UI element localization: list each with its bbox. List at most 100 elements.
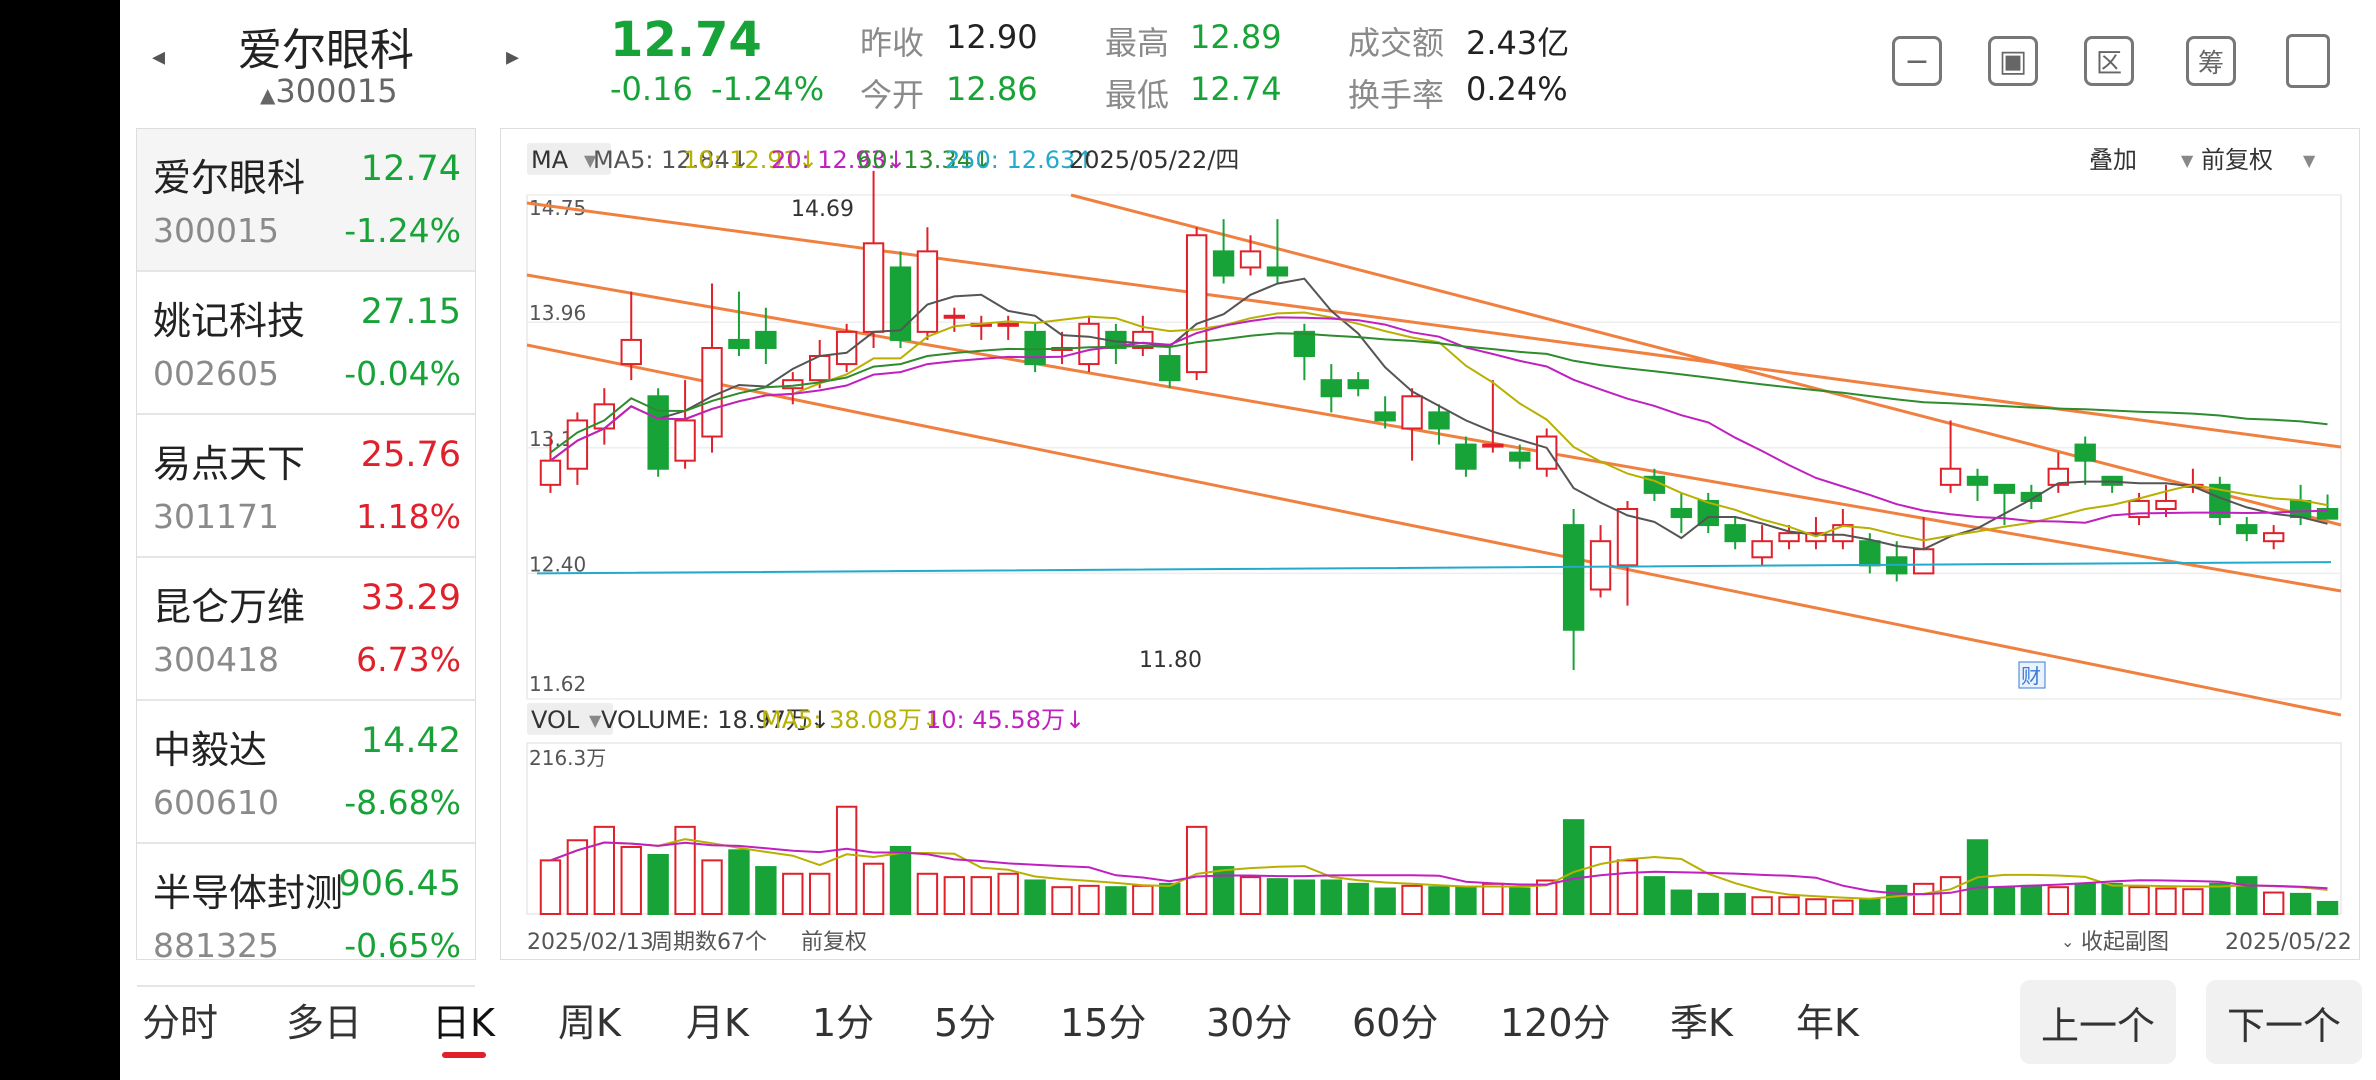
tab-120min[interactable]: 120分 <box>1500 1001 1611 1045</box>
turnover-rate-label: 换手率 <box>1348 76 1445 114</box>
volume-bar <box>1805 898 1827 915</box>
low-label: 最低 <box>1105 76 1170 114</box>
next-button[interactable]: 下一个 <box>2206 980 2362 1064</box>
volume-bar <box>701 859 723 916</box>
volume-bar <box>566 839 589 915</box>
candle-body <box>2047 467 2069 486</box>
candle-body <box>1859 540 1881 567</box>
candle-body <box>1024 330 1046 366</box>
candle-body <box>566 419 589 470</box>
volume-bar <box>1643 876 1666 915</box>
y-tick-label: 13.96 <box>529 301 586 325</box>
candle-body <box>728 338 750 349</box>
low-price-marker: 11.80 <box>1139 648 1202 673</box>
watchlist-item[interactable]: 中毅达 14.42 600610 -8.68% <box>137 701 475 844</box>
volume-bar <box>997 872 1019 915</box>
watchlist-change-pct: 6.73% <box>356 640 461 679</box>
volume-bar <box>1132 884 1154 916</box>
tab-weekly-k[interactable]: 周K <box>558 1001 621 1045</box>
watchlist-item[interactable]: 爱尔眼科 12.74 300015 -1.24% <box>137 129 475 272</box>
vol-ma5-label: MA5: 38.08万↓ <box>761 706 942 734</box>
chevron-down-icon: ▼ <box>589 711 602 730</box>
watchlist-stock-name: 半导体封测 <box>153 871 344 915</box>
volume-bar <box>1212 866 1235 916</box>
watchlist: 爱尔眼科 12.74 300015 -1.24% 姚记科技 27.15 002605 -0.0… <box>136 128 476 987</box>
minus-box-icon[interactable]: − <box>1892 36 1942 86</box>
volume-bar <box>1374 887 1396 916</box>
start-date: 2025/02/13 <box>527 930 654 955</box>
watchlist-item[interactable]: 半导体封测 906.45 881325 -0.65% <box>137 844 475 987</box>
chip-distribution-icon[interactable]: 筹 <box>2186 36 2236 86</box>
volume-bar <box>1159 882 1181 915</box>
watchlist-change-pct: -0.04% <box>344 354 461 393</box>
candle-body <box>1778 532 1800 543</box>
candle-body <box>1212 250 1235 277</box>
tab-intraday[interactable]: 分时 <box>142 1001 219 1045</box>
candle-body <box>1724 524 1746 543</box>
candle-body <box>2020 491 2043 502</box>
turnover-rate-value: 0.24% <box>1466 70 1568 108</box>
volume-bar <box>970 876 992 915</box>
current-price: 12.74 <box>610 12 762 68</box>
tab-multi-day[interactable]: 多日 <box>286 1001 363 1045</box>
volume-bar <box>1024 879 1046 916</box>
picture-icon[interactable]: ▣ <box>1988 36 2038 86</box>
candle-body <box>755 330 777 349</box>
tab-quarterly-k[interactable]: 季K <box>1670 1001 1733 1045</box>
volume-bar <box>916 872 939 915</box>
candle-body <box>1347 379 1369 390</box>
price-change: -0.16 <box>610 70 693 108</box>
watchlist-price: 906.45 <box>338 864 461 904</box>
ma60-line <box>549 332 2328 454</box>
y-tick-label: 11.62 <box>529 672 586 696</box>
candle-body <box>1320 379 1342 398</box>
vol-max-label: 216.3万 <box>529 746 606 770</box>
volume-bar <box>1670 889 1693 916</box>
tab-daily-k[interactable]: 日K <box>432 1001 495 1045</box>
candle-body <box>916 250 939 333</box>
volume-bar <box>1347 882 1369 915</box>
candle-body <box>1374 411 1396 422</box>
tab-15min[interactable]: 15分 <box>1060 1001 1147 1045</box>
volume-bar <box>647 854 669 916</box>
region-icon[interactable]: 区 <box>2084 36 2134 86</box>
candle-body <box>1509 451 1531 462</box>
phone-switch-icon[interactable] <box>2286 34 2330 88</box>
watchlist-stock-name: 中毅达 <box>153 728 268 772</box>
volume-bar <box>782 872 804 915</box>
watchlist-code: 002605 <box>153 354 279 393</box>
period-count: 周期数67个 <box>651 930 767 955</box>
previous-button[interactable]: 上一个 <box>2020 980 2176 1064</box>
watchlist-item[interactable]: 易点天下 25.76 301171 1.18% <box>137 415 475 558</box>
tab-60min[interactable]: 60分 <box>1352 1001 1439 1045</box>
candle-body <box>1159 355 1181 382</box>
prev-stock-arrow[interactable]: ◂ <box>152 42 166 72</box>
candle-body <box>593 403 616 430</box>
high-price-marker: 14.69 <box>791 197 854 222</box>
turnover-amount-label: 成交额 <box>1348 24 1445 62</box>
candle-body <box>1939 467 1962 486</box>
vol-ma5-line <box>550 838 2328 900</box>
watchlist-price: 25.76 <box>360 435 461 475</box>
tab-30min[interactable]: 30分 <box>1206 1001 1293 1045</box>
ma60-label: 60: 13.34↓ <box>857 146 992 174</box>
watchlist-price: 27.15 <box>360 292 461 332</box>
volume-bar <box>862 862 885 915</box>
watchlist-change-pct: -8.68% <box>344 783 461 822</box>
watchlist-code: 881325 <box>153 926 279 965</box>
watchlist-item[interactable]: 昆仑万维 33.29 300418 6.73% <box>137 558 475 701</box>
vol-button-bg <box>527 703 613 735</box>
candle-body <box>835 330 858 366</box>
volume-bar <box>1401 884 1423 916</box>
tab-yearly-k[interactable]: 年K <box>1796 1001 1859 1045</box>
tab-monthly-k[interactable]: 月K <box>686 1001 749 1045</box>
tab-5min[interactable]: 5分 <box>934 1001 997 1045</box>
tab-1min[interactable]: 1分 <box>812 1001 875 1045</box>
volume-bar <box>1509 887 1531 916</box>
volume-bar <box>1724 892 1746 915</box>
candle-body <box>1482 443 1504 448</box>
next-stock-arrow[interactable]: ▸ <box>506 42 520 72</box>
volume-bar <box>2262 891 2285 916</box>
watchlist-item[interactable]: 姚记科技 27.15 002605 -0.04% <box>137 272 475 415</box>
